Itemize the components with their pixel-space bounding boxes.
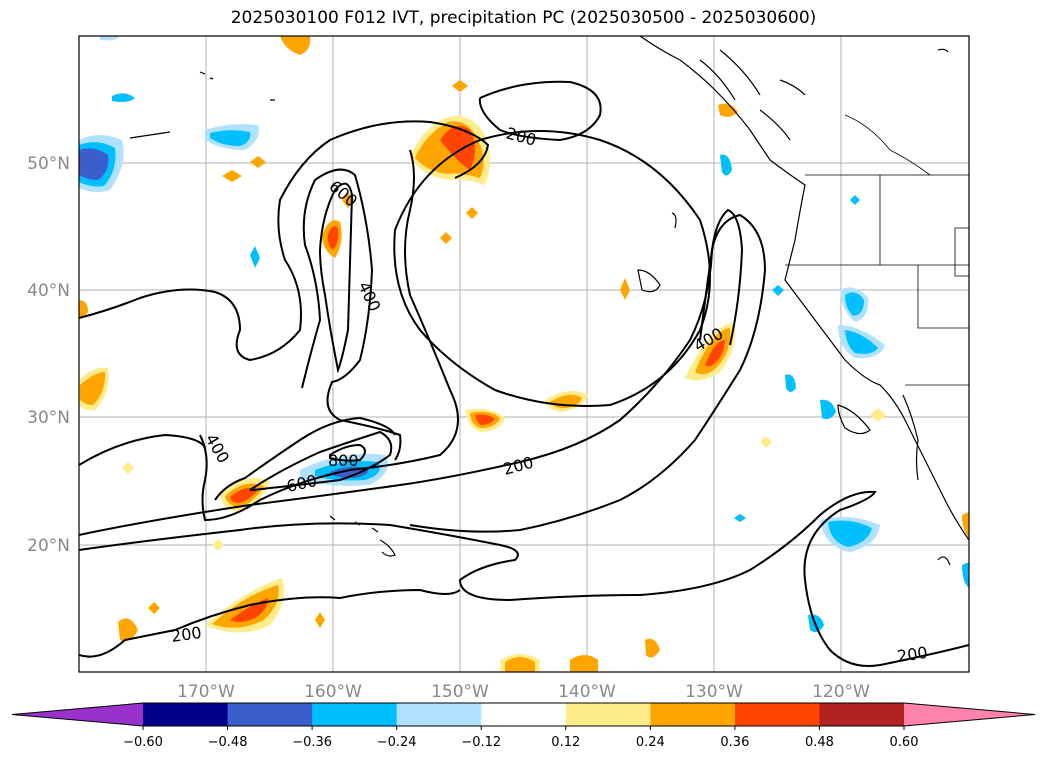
gridlines [79, 36, 969, 672]
colorbar-tick-label: −0.12 [461, 735, 501, 750]
colorbar-segment [565, 703, 651, 726]
lon-label: 120°W [812, 682, 870, 702]
lon-label: 160°W [304, 682, 362, 702]
colorbar-tick-label: 0.48 [805, 735, 834, 750]
colorbar-tick-label: 0.36 [720, 735, 749, 750]
map-title: 2025030100 F012 IVT, precipitation PC (2… [230, 8, 817, 28]
lat-labels: 50°N 40°N 30°N 20°N [27, 154, 70, 556]
colorbar-tick-label: −0.24 [377, 735, 417, 750]
colorbar-segment [650, 703, 736, 726]
colorbar-tick-label: 0.24 [636, 735, 665, 750]
coastlines [129, 36, 969, 566]
lon-label: 170°W [177, 682, 235, 702]
contour-label: 200 [896, 643, 929, 666]
ivt-contours [79, 80, 969, 667]
colorbar-tick-label: 0.12 [551, 735, 580, 750]
borders [785, 114, 969, 386]
colorbar-segment [396, 703, 482, 726]
map-frame [78, 35, 970, 673]
contour-label: 800 [328, 451, 359, 470]
precip-shading [79, 36, 969, 672]
colorbar-extend-low [12, 703, 143, 726]
colorbar-tick-label: −0.36 [292, 735, 332, 750]
colorbar-segment [734, 703, 820, 726]
lon-labels: 170°W 160°W 150°W 140°W 130°W 120°W [177, 682, 870, 702]
lat-label: 40°N [27, 281, 70, 301]
colorbar-segment [227, 703, 313, 726]
colorbar-segment [819, 703, 905, 726]
colorbar-segment [312, 703, 398, 726]
colorbar-tick-label: 0.60 [890, 735, 919, 750]
lat-label: 30°N [27, 408, 70, 428]
colorbar-tick-label: −0.60 [123, 735, 163, 750]
colorbar-segment [143, 703, 229, 726]
colorbar-tick-label: −0.48 [208, 735, 248, 750]
contour-label: 200 [170, 623, 203, 646]
colorbar-segment [481, 703, 567, 726]
lon-label: 130°W [685, 682, 743, 702]
lat-label: 20°N [27, 536, 70, 556]
colorbar: −0.60 −0.48 −0.36 −0.24 −0.12 0.12 0.24 0.36 0.4… [11, 702, 1036, 750]
lon-label: 150°W [431, 682, 489, 702]
lon-label: 140°W [558, 682, 616, 702]
colorbar-extend-high [904, 703, 1035, 726]
lat-label: 50°N [27, 154, 70, 174]
